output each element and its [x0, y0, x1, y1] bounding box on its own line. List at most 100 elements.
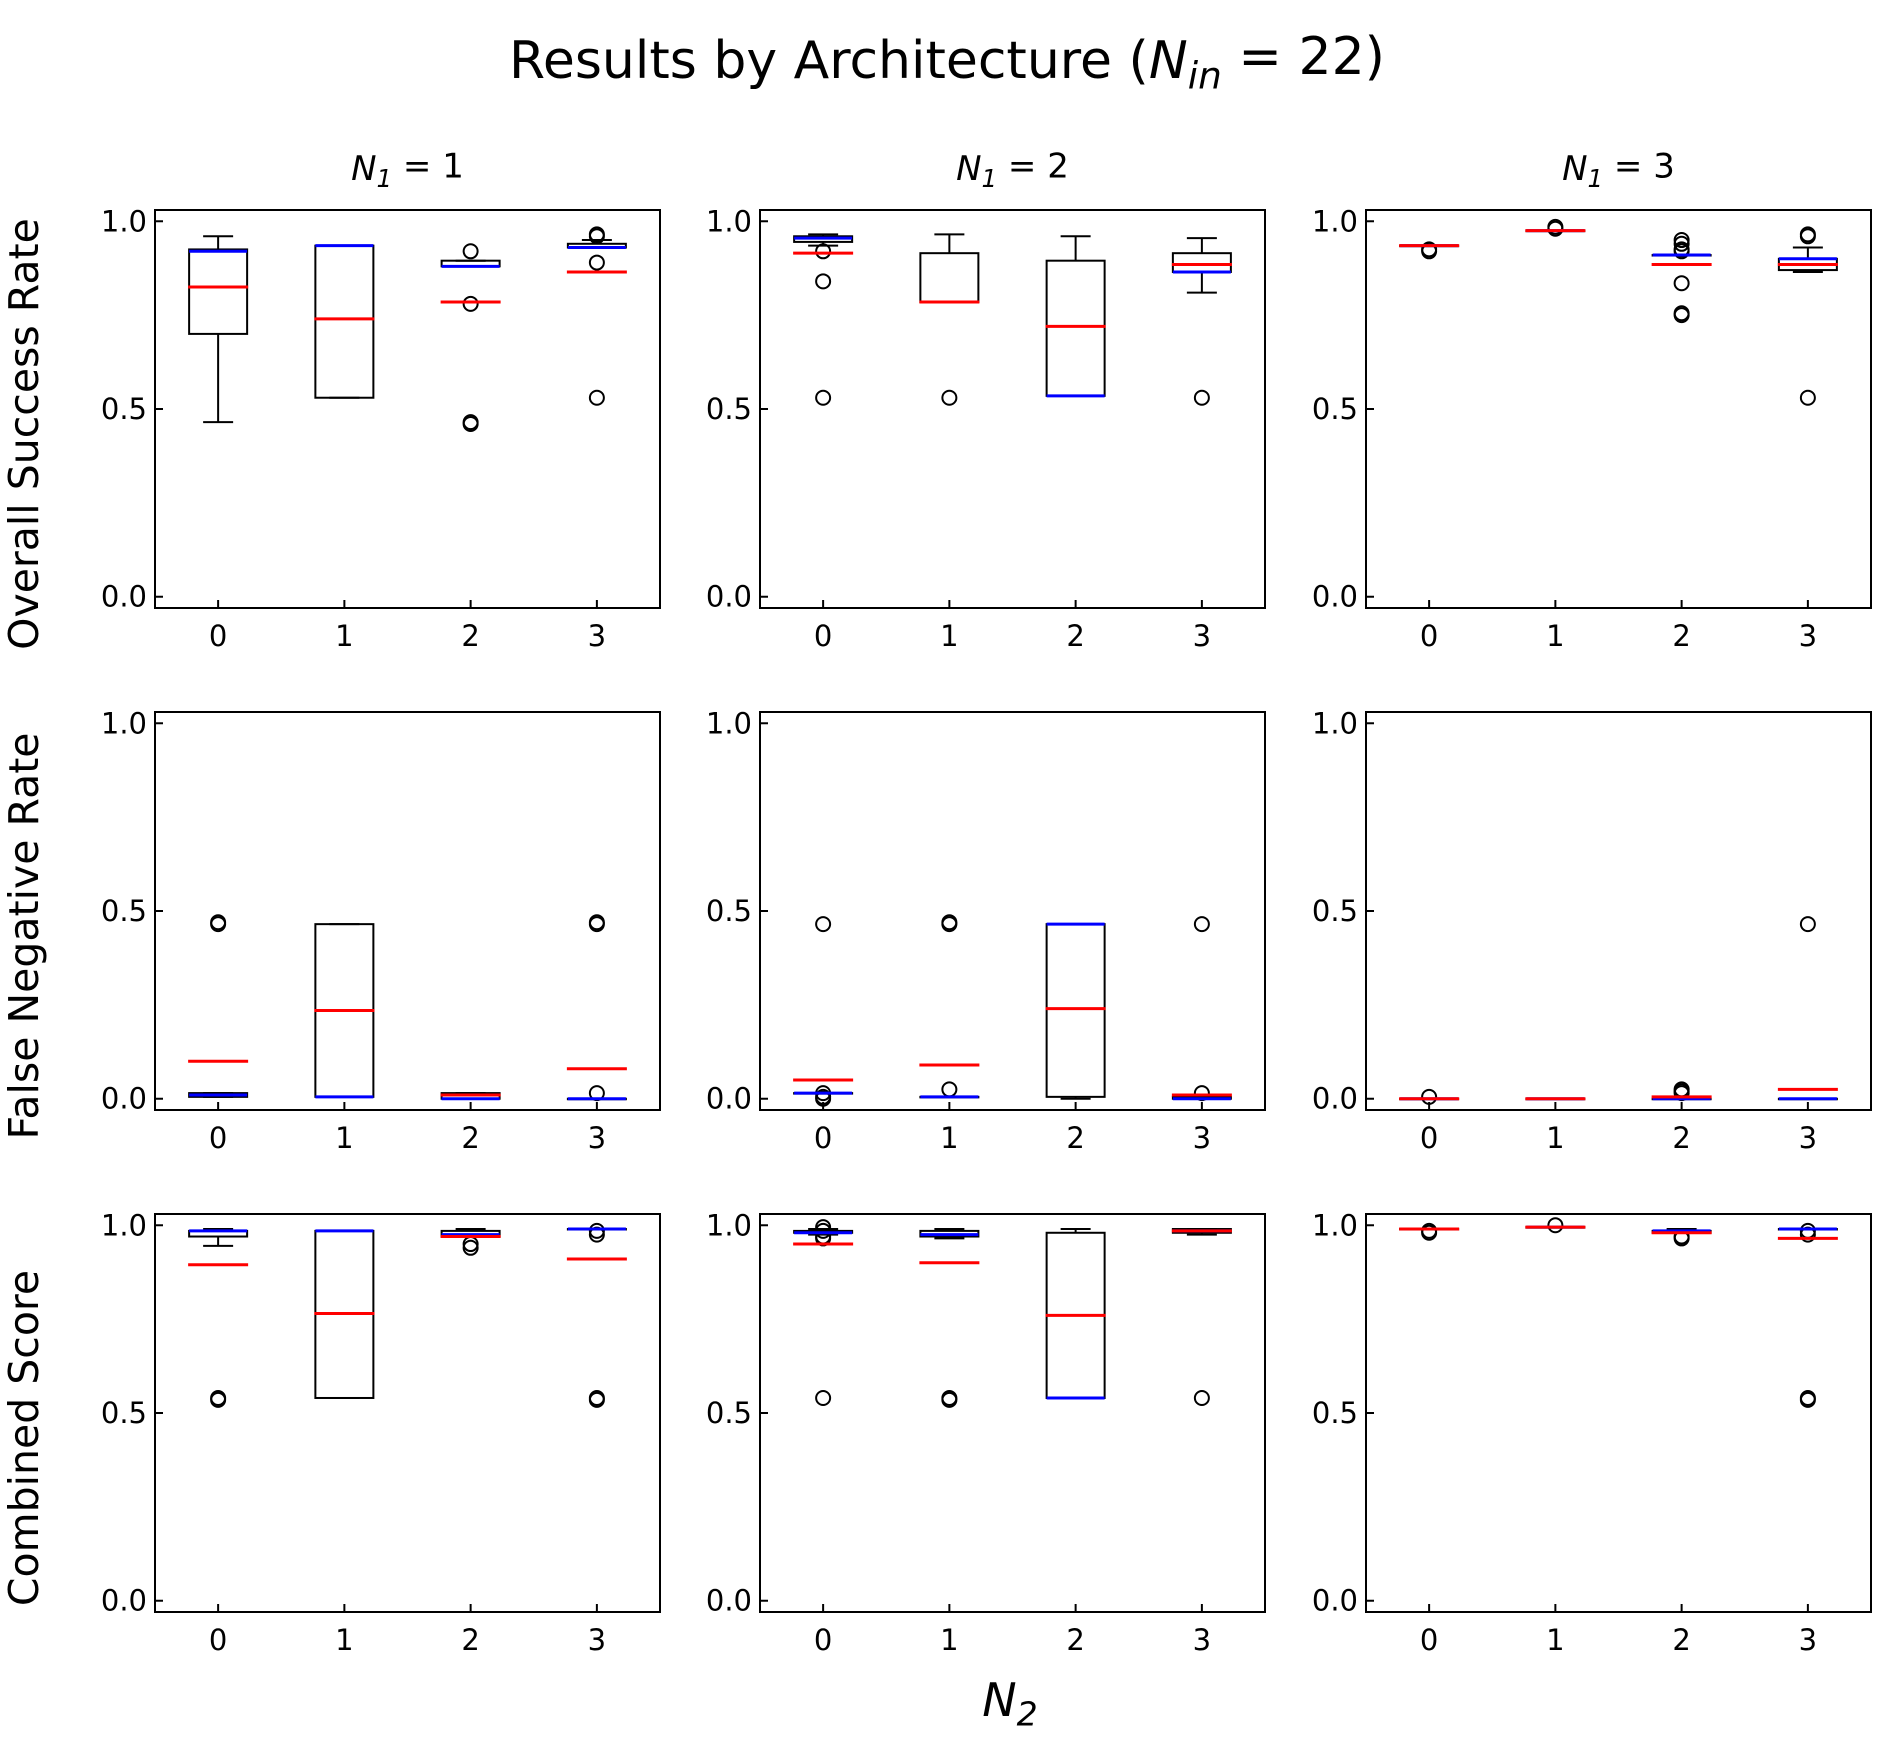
y-tick-label: 0.5	[101, 1396, 147, 1430]
y-tick-label: 1.0	[1312, 1208, 1358, 1242]
x-tick-label: 2	[1672, 1121, 1690, 1155]
outlier-point	[1193, 1389, 1210, 1406]
column-title: N1 = 1	[351, 146, 464, 193]
y-tick-label: 0.0	[706, 1584, 752, 1618]
box	[1171, 1228, 1232, 1406]
outlier-point	[1421, 1224, 1438, 1241]
x-tick-label: 0	[1420, 619, 1438, 653]
column-title: N1 = 3	[1562, 146, 1675, 193]
x-tick-label: 2	[1672, 1623, 1690, 1657]
y-tick-label: 0.0	[101, 580, 147, 614]
y-tick-label: 1.0	[101, 706, 147, 740]
y-tick-label: 0.0	[706, 580, 752, 614]
plot-frame	[759, 711, 1266, 1111]
column-title: N1 = 2	[956, 146, 1069, 193]
outlier-point	[815, 243, 832, 260]
box-body	[1171, 252, 1232, 273]
x-tick-label: 2	[1066, 1623, 1084, 1657]
x-tick-label: 3	[1193, 1623, 1211, 1657]
chart-title: Results by Architecture (Nin = 22)	[509, 27, 1385, 98]
box	[1525, 1217, 1586, 1234]
y-tick-label: 1.0	[101, 1208, 147, 1242]
panel: 0.0 0.5 1.0 0 1 2 3	[1312, 1208, 1872, 1657]
outlier-point	[588, 389, 605, 406]
box	[1525, 1097, 1586, 1101]
outlier-point	[815, 389, 832, 406]
x-tick-label: 3	[1799, 1121, 1817, 1155]
y-tick-label: 0.5	[706, 392, 752, 426]
plot-frame	[1365, 711, 1872, 1111]
box	[566, 914, 627, 1102]
x-tick-label: 3	[1193, 1121, 1211, 1155]
box-body	[1045, 923, 1106, 1098]
box	[314, 244, 375, 399]
box	[1777, 916, 1838, 1101]
outlier-point	[588, 228, 605, 245]
x-tick-label: 3	[1799, 1623, 1817, 1657]
row-label: False Negative Rate	[0, 733, 48, 1140]
x-tick-label: 1	[1546, 1121, 1564, 1155]
box-body	[314, 244, 375, 399]
x-tick-label: 2	[461, 1623, 479, 1657]
x-tick-label: 1	[940, 1121, 958, 1155]
plot-frame	[1365, 1213, 1872, 1613]
box	[188, 235, 249, 424]
plot-frame	[154, 209, 661, 609]
box	[1651, 1081, 1712, 1102]
outlier-point	[1799, 1391, 1816, 1408]
panel: 0.0 0.5 1.0 0 1 2 3	[101, 706, 661, 1155]
box	[919, 1228, 980, 1408]
box	[314, 1229, 375, 1399]
outlier-point	[462, 1239, 479, 1256]
box	[1171, 916, 1232, 1102]
box	[566, 226, 627, 406]
y-tick-label: 1.0	[706, 1208, 752, 1242]
x-tick-label: 3	[588, 1623, 606, 1657]
outlier-point	[1673, 275, 1690, 292]
panel: 0.0 0.5 1.0 0 1 2 3	[101, 204, 661, 653]
y-tick-label: 0.0	[1312, 1584, 1358, 1618]
y-tick-label: 1.0	[1312, 706, 1358, 740]
x-axis-label: N2	[982, 1673, 1038, 1733]
y-tick-label: 0.0	[101, 1082, 147, 1116]
panel: 0.0 0.5 1.0 0 1 2 3	[706, 204, 1266, 653]
panel: 0.0 0.5 1.0 0 1 2 3	[1312, 706, 1872, 1155]
outlier-point	[941, 1391, 958, 1408]
outlier-point	[210, 1391, 227, 1408]
y-tick-label: 0.5	[706, 894, 752, 928]
outlier-point	[462, 295, 479, 312]
box	[440, 1228, 501, 1256]
plot-frame	[154, 1213, 661, 1613]
plot-frame	[759, 209, 1266, 609]
box-body	[1045, 259, 1106, 397]
y-tick-label: 1.0	[101, 204, 147, 238]
box	[440, 243, 501, 433]
box	[1045, 235, 1106, 398]
outlier-point	[1673, 243, 1690, 260]
box	[1651, 232, 1712, 324]
outlier-point	[588, 1391, 605, 1408]
x-tick-label: 2	[1672, 619, 1690, 653]
box	[1171, 237, 1232, 406]
box-body	[919, 252, 980, 303]
outlier-point	[815, 1222, 832, 1239]
y-tick-label: 1.0	[1312, 204, 1358, 238]
panel: 0.0 0.5 1.0 0 1 2 3	[706, 1208, 1266, 1657]
y-tick-label: 0.5	[1312, 1396, 1358, 1430]
x-tick-label: 0	[814, 619, 832, 653]
box	[1777, 1222, 1838, 1408]
outlier-point	[1547, 220, 1564, 237]
x-tick-label: 1	[335, 1623, 353, 1657]
box	[1525, 218, 1586, 237]
box-body	[188, 248, 249, 335]
outlier-point	[462, 243, 479, 260]
box	[793, 916, 854, 1107]
outlier-point	[1799, 228, 1816, 245]
outlier-point	[1799, 916, 1816, 933]
outlier-point	[815, 273, 832, 290]
outlier-point	[815, 916, 832, 933]
y-tick-label: 0.5	[1312, 392, 1358, 426]
box	[793, 233, 854, 406]
x-tick-label: 3	[1799, 619, 1817, 653]
